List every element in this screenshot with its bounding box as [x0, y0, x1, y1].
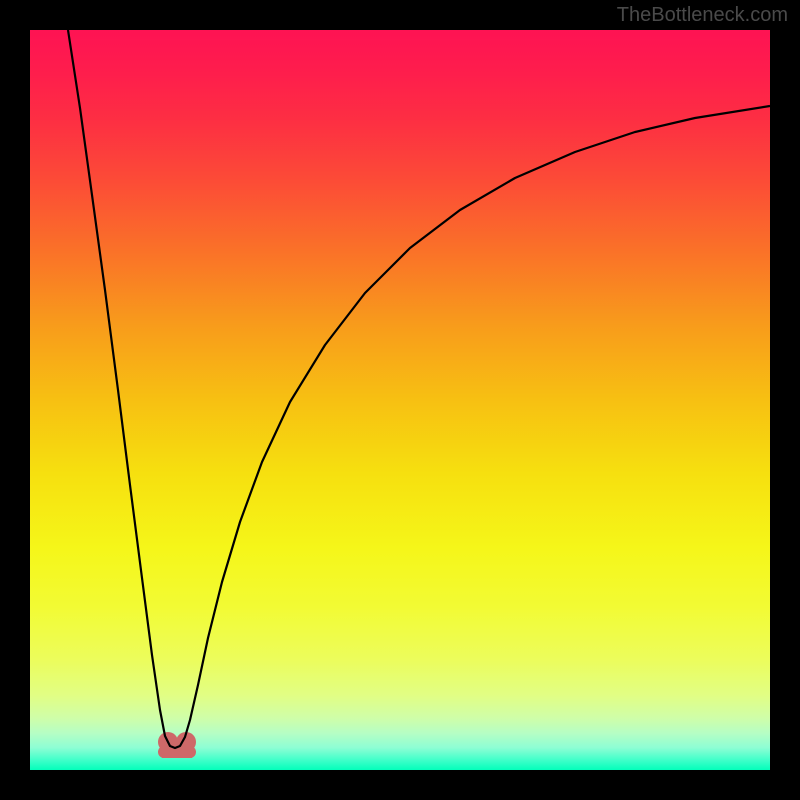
chart-svg — [30, 30, 770, 770]
chart-container: TheBottleneck.com — [0, 0, 800, 800]
watermark-text: TheBottleneck.com — [617, 4, 788, 27]
gradient-background — [30, 30, 770, 770]
plot-area — [30, 30, 770, 770]
